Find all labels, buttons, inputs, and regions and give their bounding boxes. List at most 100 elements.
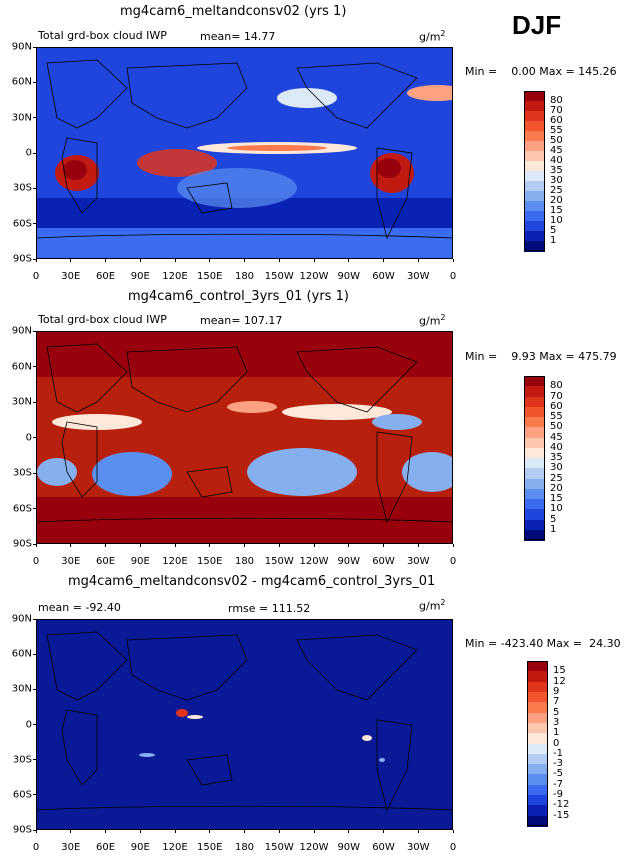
colorbar-label: 7 [553,696,560,708]
longitude-tick-label: 30E [61,842,81,853]
colorbar-label: 9 [553,685,560,697]
colorbar-swatch [524,406,545,418]
colorbar-label: 35 [550,165,563,176]
colorbar-label: 15 [550,205,563,216]
colorbar-label: 40 [550,155,563,166]
colorbar-swatch [527,764,548,775]
colorbar-swatch [527,815,548,827]
longitude-tick-label: 0 [32,556,40,567]
longitude-tick-label: 30E [61,271,81,282]
colorbar-swatch [524,376,545,387]
colorbar-swatch [524,396,545,408]
colorbar-label: 50 [550,135,563,146]
longitude-tick-mark [244,544,245,547]
coastline-south-america [376,719,413,812]
coastline-antarctica [37,805,452,811]
indian-ocean-small-diff [139,753,155,757]
longitude-tick-label: 30W [406,271,430,282]
colorbar-label: -12 [553,799,570,811]
colorbar-swatch [524,121,545,132]
longitude-tick-label: 90W [337,271,361,282]
coastline-north-america [296,346,418,413]
panel-3-title: mg4cam6_meltandconsv02 - mg4cam6_control… [68,574,436,589]
latitude-tick-label: 60N [11,648,32,660]
latitude-tick-mark [33,46,36,48]
coastline-north-america [296,62,418,129]
latitude-tick-label: 90S [12,253,32,265]
colorbar-swatch [527,733,548,744]
latitude-tick-label: 30S [12,182,32,194]
latitude-tick-mark [33,81,36,83]
south-america-peak-iwp [377,158,401,178]
maritime-continent-positive-diff [176,709,188,717]
subtropical-dry-band-atlantic [52,414,142,430]
colorbar-label: 10 [550,503,563,515]
colorbar-swatch [524,141,545,152]
longitude-tick-label: 30W [406,556,430,567]
colorbar-swatch [524,417,545,428]
colorbar-swatch [524,111,545,122]
itcz-core [227,145,327,151]
longitude-tick-label: 0 [32,271,40,282]
maritime-continent-iwp [137,149,217,177]
panel-3-map-field [37,620,452,829]
colorbar-swatch [527,805,548,817]
longitude-tick-mark [278,544,280,547]
coastline-europe [46,631,128,701]
colorbar-swatch [527,691,548,703]
panel-2-mean-label: mean= 107.17 [200,314,283,327]
north-atlantic-storm-track [407,85,452,101]
longitude-tick-label: 120E [162,271,188,282]
longitude-tick-label: 90E [130,556,150,567]
africa-peak-iwp [63,160,87,180]
coastline-europe [46,59,128,129]
longitude-tick-mark [70,830,72,833]
longitude-tick-label: 90E [130,271,150,282]
latitude-tick-mark [33,187,36,189]
longitude-tick-label: 60E [95,556,116,567]
latitude-tick-label: 30S [12,467,32,479]
panel-2-colorbar: 80 70 60 55 50 45 40 35 30 25 20 15 10 5 1 [524,376,563,541]
latitude-tick-label: 60S [12,789,32,801]
colorbar-swatch [524,161,545,172]
latitude-tick-label: 30N [11,112,32,124]
colorbar-label: 20 [550,482,563,494]
colorbar-label: 15 [550,493,563,504]
colorbar-label: 55 [550,411,563,422]
longitude-tick-mark [70,544,72,547]
coastline-asia [126,62,248,129]
coastline-australia [186,182,233,214]
longitude-tick-label: 90W [337,842,361,853]
coastline-north-america [296,634,418,701]
panel-3-minmax: Min = -423.40 Max = 24.30 [465,637,621,650]
longitude-tick-mark [209,830,211,833]
southern-high-iwp [37,497,452,543]
colorbar-swatch [524,191,545,202]
latitude-tick-label: 90N [11,325,32,337]
south-pacific-low-iwp [247,448,357,496]
longitude-tick-mark [313,259,315,262]
colorbar-swatch [524,519,545,531]
latitude-tick-mark [33,618,36,620]
longitude-tick-label: 0 [449,271,457,282]
colorbar-label: 1 [550,523,557,535]
colorbar-label: 30 [550,462,563,474]
panel-1-map [36,47,453,259]
colorbar-label: 1 [553,727,560,739]
spcz-band [177,168,297,208]
colorbar-label: -7 [553,778,563,790]
latitude-tick-mark [33,258,36,260]
colorbar-label: 35 [550,452,563,463]
colorbar-label: 60 [550,115,563,126]
colorbar-swatch [527,795,548,806]
colorbar-swatch [524,241,545,252]
colorbar-label: 3 [553,716,560,728]
colorbar-swatch [524,468,545,479]
latitude-tick-mark [33,724,36,725]
longitude-tick-label: 150W [264,271,294,282]
latitude-tick-label: 90S [12,824,32,836]
colorbar-label: 70 [550,390,563,402]
latitude-tick-label: 90S [12,538,32,550]
coastline-africa [61,137,98,214]
coastline-europe [46,343,128,413]
